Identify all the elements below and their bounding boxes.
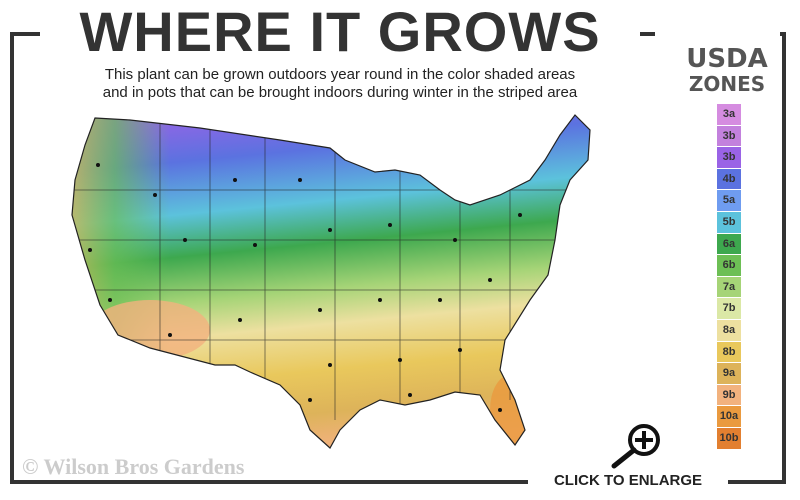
legend-title-zones: ZONES xyxy=(688,72,766,96)
zone-swatch-6a: 6a xyxy=(717,233,741,255)
zone-shading xyxy=(72,115,590,448)
zone-swatch-8a: 8a xyxy=(717,319,741,341)
zone-swatch-10b: 10b xyxy=(717,427,741,449)
zone-swatch-7a: 7a xyxy=(717,276,741,298)
zone-swatch-6b: 6b xyxy=(717,255,741,276)
zone-swatch-3a: 3a xyxy=(717,104,741,125)
subtitle: This plant can be grown outdoors year ro… xyxy=(40,66,640,102)
legend-gap xyxy=(655,26,780,48)
zone-swatch-7b: 7b xyxy=(717,298,741,319)
us-outline xyxy=(71,114,591,449)
state-borders xyxy=(72,115,590,420)
magnifier-plus-icon[interactable] xyxy=(608,420,668,470)
subtitle-line-2: and in pots that can be brought indoors … xyxy=(102,84,578,101)
legend-title: USDA ZONES xyxy=(672,46,782,96)
zone-swatch-5b: 5b xyxy=(717,211,741,233)
zone-swatch-9b: 9b xyxy=(717,384,741,406)
zone-swatch-10a: 10a xyxy=(717,406,741,427)
copyright-watermark: © Wilson Bros Gardens xyxy=(22,454,245,479)
enlarge-gap xyxy=(528,478,728,500)
zone-swatch-4b: 4b xyxy=(717,168,741,190)
zone-swatch-3b: 3b xyxy=(717,125,741,147)
zone-legend: 3a 3b 3b 4b 5a 5b 6a 6b 7a 7b 8a 8b 9a 9b 10a 10b xyxy=(717,104,741,450)
zone-swatch-8b: 8b xyxy=(717,341,741,363)
zone-swatch-3b: 3b xyxy=(717,147,741,168)
zone-swatch-5a: 5a xyxy=(717,190,741,211)
city-dots xyxy=(88,163,522,412)
click-to-enlarge-button[interactable]: CLICK TO ENLARGE xyxy=(553,472,703,489)
page-title: WHERE IT GROWS xyxy=(40,0,640,64)
legend-title-usda: USDA xyxy=(686,44,768,74)
zone-swatch-9a: 9a xyxy=(717,363,741,384)
subtitle-line-1: This plant can be grown outdoors year ro… xyxy=(104,66,576,83)
